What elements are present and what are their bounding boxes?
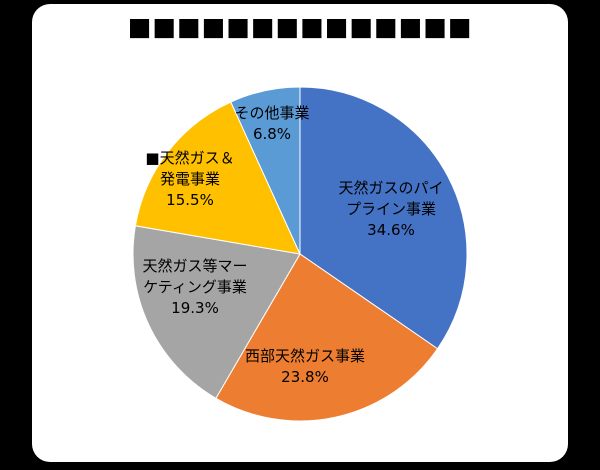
pie-slice-3 [134,101,301,255]
slice-label-marketing: 天然ガス等マー ケティング事業 19.3% [130,256,260,319]
slice-label-gas-power: ■天然ガス＆ 発電事業 15.5% [125,148,255,211]
chart-title: ■■■■■■■■■■■■■■ [127,12,473,41]
pie-slice-2 [132,225,301,399]
slice-label-pipeline: 天然ガスのパイ プライン事業 34.6% [326,178,456,241]
slice-label-other: その他事業 6.8% [212,103,332,145]
slice-label-line: 天然ガスのパイ [338,179,444,197]
slice-percent: 15.5% [166,191,214,209]
slice-label-line: 天然ガス等マー [142,257,248,275]
slice-label-line: プライン事業 [345,200,436,218]
slice-label-line: ■天然ガス＆ [145,149,235,167]
slice-label-line: ケティング事業 [143,278,247,296]
slice-percent: 23.8% [281,368,329,386]
slice-label-western-gas: 西部天然ガス事業 23.8% [235,346,375,388]
pie-slice-4 [230,86,301,255]
pie-slice-0 [299,86,468,350]
slice-percent: 19.3% [171,299,219,317]
slice-percent: 6.8% [252,125,292,143]
slice-label-line: 西部天然ガス事業 [244,347,365,365]
pie-slice-1 [215,253,439,422]
slice-label-line: 発電事業 [159,170,220,188]
slice-label-line: その他事業 [234,104,310,122]
slice-percent: 34.6% [367,221,415,239]
